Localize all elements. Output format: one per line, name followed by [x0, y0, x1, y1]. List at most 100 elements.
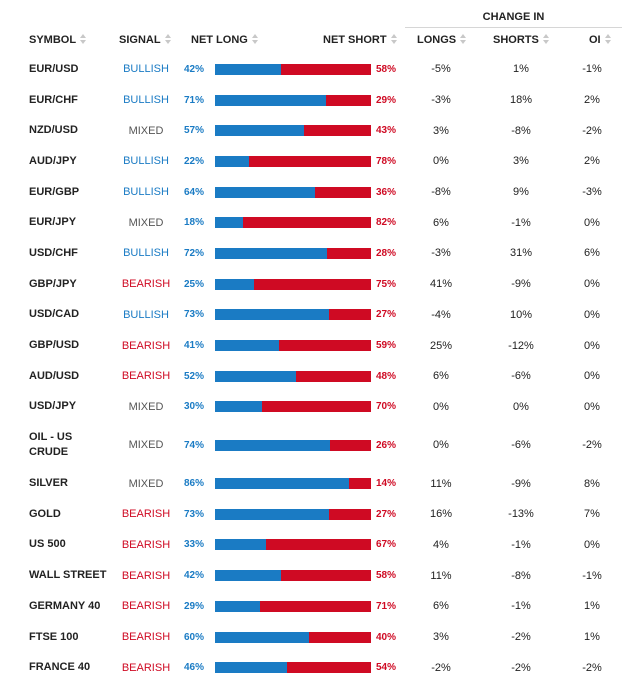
sentiment-bar-track	[215, 439, 371, 451]
sort-arrows-icon[interactable]	[460, 34, 467, 45]
longs-column-header[interactable]: LONGS	[417, 27, 467, 54]
symbol-column-header[interactable]: SYMBOL	[29, 27, 87, 54]
symbol-cell[interactable]: OIL - US CRUDE	[29, 431, 73, 459]
net-long-bar	[215, 125, 304, 137]
net-long-value: 29%	[183, 600, 204, 612]
net-short-column-header[interactable]: NET SHORT	[323, 27, 398, 54]
symbol-cell[interactable]: USD/JPY	[29, 400, 77, 413]
oi-column-header[interactable]: OI	[589, 27, 612, 54]
table-row[interactable]: GERMANY 40 BEARISH 29% 71% 6% -1% 1%	[0, 591, 622, 622]
table-row[interactable]: US 500 BEARISH 33% 67% 4% -1% 0%	[0, 530, 622, 561]
symbol-cell[interactable]: EUR/GBP	[29, 185, 80, 198]
table-row[interactable]: AUD/JPY BULLISH 22% 78% 0% 3% 2%	[0, 146, 622, 177]
sentiment-bar-track	[215, 309, 371, 321]
shorts-change-cell: -6%	[511, 370, 531, 383]
oi-change-cell: -1%	[582, 63, 602, 76]
sentiment-bar-track	[215, 662, 371, 674]
table-row[interactable]: FRANCE 40 BEARISH 46% 54% -2% -2% -2%	[0, 652, 622, 683]
symbol-cell[interactable]: EUR/JPY	[29, 216, 77, 229]
shorts-column-header[interactable]: SHORTS	[493, 27, 550, 54]
table-row[interactable]: EUR/GBP BULLISH 64% 36% -8% 9% -3%	[0, 177, 622, 208]
signal-cell: BULLISH	[123, 155, 169, 168]
table-row[interactable]: USD/CAD BULLISH 73% 27% -4% 10% 0%	[0, 300, 622, 331]
signal-cell: BULLISH	[123, 63, 169, 76]
net-long-value: 30%	[183, 401, 204, 413]
table-row[interactable]: EUR/JPY MIXED 18% 82% 6% -1% 0%	[0, 207, 622, 238]
longs-change-cell: 0%	[433, 400, 449, 413]
table-row[interactable]: USD/JPY MIXED 30% 70% 0% 0% 0%	[0, 392, 622, 423]
symbol-cell[interactable]: SILVER	[29, 477, 68, 490]
sentiment-bar-track	[215, 186, 371, 198]
net-long-column-header[interactable]: NET LONG	[191, 27, 259, 54]
net-long-bar	[215, 94, 326, 106]
table-row[interactable]: EUR/CHF BULLISH 71% 29% -3% 18% 2%	[0, 85, 622, 116]
sentiment-bar-track	[215, 278, 371, 290]
table-row[interactable]: GOLD BEARISH 73% 27% 16% -13% 7%	[0, 499, 622, 530]
sort-arrows-icon[interactable]	[604, 34, 612, 45]
table-row[interactable]: OIL - US CRUDE MIXED 74% 26% 0% -6% -2%	[0, 422, 622, 468]
symbol-cell[interactable]: GOLD	[29, 507, 61, 520]
symbol-cell[interactable]: WALL STREET	[29, 569, 107, 582]
signal-column-header[interactable]: SIGNAL	[119, 27, 172, 54]
sentiment-bar	[215, 238, 371, 269]
oi-change-cell: 0%	[584, 538, 600, 551]
table-row[interactable]: GBP/USD BEARISH 41% 59% 25% -12% 0%	[0, 330, 622, 361]
table-row[interactable]: SILVER MIXED 86% 14% 11% -9% 8%	[0, 468, 622, 499]
sentiment-bar-track	[215, 478, 371, 490]
table-row[interactable]: EUR/USD BULLISH 42% 58% -5% 1% -1%	[0, 54, 622, 85]
sort-arrows-icon[interactable]	[80, 34, 87, 45]
net-short-value: 43%	[376, 125, 397, 137]
symbol-cell[interactable]: USD/CAD	[29, 308, 80, 321]
sentiment-bar	[215, 300, 371, 331]
symbol-cell[interactable]: USD/CHF	[29, 246, 78, 259]
longs-change-cell: 16%	[429, 508, 453, 521]
sentiment-bar	[215, 54, 371, 85]
symbol-cell[interactable]: EUR/USD	[29, 62, 79, 75]
signal-cell: BEARISH	[121, 538, 171, 551]
sentiment-bar	[215, 269, 371, 300]
shorts-change-cell: -8%	[511, 569, 531, 582]
symbol-cell[interactable]: AUD/JPY	[29, 154, 77, 167]
table-row[interactable]: AUD/USD BEARISH 52% 48% 6% -6% 0%	[0, 361, 622, 392]
symbol-cell[interactable]: EUR/CHF	[29, 93, 78, 106]
table-row[interactable]: GBP/JPY BEARISH 25% 75% 41% -9% 0%	[0, 269, 622, 300]
net-long-value: 52%	[183, 370, 204, 382]
sentiment-bar-track	[215, 340, 371, 352]
sentiment-bar	[215, 115, 371, 146]
net-long-bar	[215, 217, 244, 229]
symbol-cell[interactable]: FRANCE 40	[29, 661, 91, 674]
net-short-bar	[249, 155, 371, 167]
sort-arrows-icon[interactable]	[251, 34, 259, 45]
shorts-header-label: SHORTS	[493, 34, 539, 46]
sort-arrows-icon[interactable]	[164, 34, 172, 45]
net-short-value: 48%	[376, 370, 397, 382]
longs-change-cell: -4%	[431, 308, 451, 321]
longs-header-label: LONGS	[417, 34, 457, 46]
longs-change-cell: 4%	[433, 538, 449, 551]
table-row[interactable]: USD/CHF BULLISH 72% 28% -3% 31% 6%	[0, 238, 622, 269]
symbol-cell[interactable]: AUD/USD	[29, 369, 80, 382]
net-long-bar	[215, 340, 279, 352]
sort-arrows-icon[interactable]	[390, 34, 398, 45]
table-row[interactable]: WALL STREET BEARISH 42% 58% 11% -8% -1%	[0, 560, 622, 591]
table-row[interactable]: FTSE 100 BEARISH 60% 40% 3% -2% 1%	[0, 622, 622, 653]
shorts-change-cell: 0%	[513, 400, 529, 413]
sentiment-bar	[215, 330, 371, 361]
sentiment-bar	[215, 146, 371, 177]
table-row[interactable]: NZD/USD MIXED 57% 43% 3% -8% -2%	[0, 115, 622, 146]
symbol-cell[interactable]: GBP/JPY	[29, 277, 77, 290]
symbol-cell[interactable]: US 500	[29, 538, 66, 551]
signal-cell: BEARISH	[121, 339, 171, 352]
shorts-change-cell: -9%	[511, 477, 531, 490]
net-short-bar	[254, 278, 371, 290]
symbol-cell[interactable]: GBP/USD	[29, 339, 80, 352]
sentiment-bar-track	[215, 631, 371, 643]
symbol-cell[interactable]: NZD/USD	[29, 124, 78, 137]
net-short-value: 29%	[376, 94, 397, 106]
signal-cell: BEARISH	[121, 278, 171, 291]
symbol-cell[interactable]: FTSE 100	[29, 630, 79, 643]
net-short-value: 75%	[376, 278, 397, 290]
symbol-cell[interactable]: GERMANY 40	[29, 599, 101, 612]
sort-arrows-icon[interactable]	[542, 34, 550, 45]
net-long-bar	[215, 370, 297, 382]
